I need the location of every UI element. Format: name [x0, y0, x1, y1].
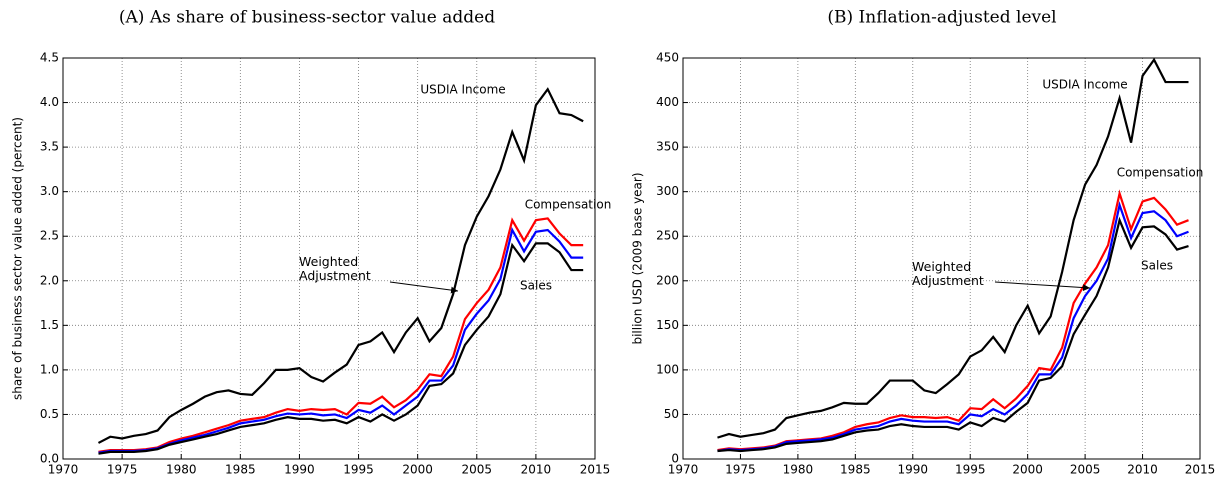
x-tick-label: 2015 — [580, 463, 611, 477]
y-tick-label: 4.5 — [40, 51, 59, 65]
series-label: Weighted Adjustment — [912, 259, 984, 288]
line-series — [717, 216, 1189, 453]
chart-title: (B) Inflation-adjusted level — [827, 8, 1056, 28]
plot-frame — [682, 57, 1201, 460]
y-axis-label: billion USD (2009 base year) — [631, 172, 645, 344]
plot-frame — [62, 57, 596, 460]
y-tick-label: 50 — [664, 407, 679, 421]
x-tick-label: 1970 — [48, 463, 79, 477]
series-label: Compensation — [1117, 166, 1204, 180]
y-tick-label: 1.0 — [40, 362, 59, 376]
y-tick-label: 150 — [656, 318, 679, 332]
chart-title: (A) As share of business-sector value ad… — [119, 8, 495, 28]
x-tick-label: 1990 — [898, 463, 929, 477]
x-tick-label: 1980 — [783, 463, 814, 477]
x-tick-label: 1990 — [284, 463, 315, 477]
y-tick-label: 0.0 — [40, 452, 59, 466]
x-tick-label: 2000 — [402, 463, 433, 477]
y-tick-label: 0 — [671, 452, 679, 466]
y-tick-label: 1.5 — [40, 318, 59, 332]
x-tick-label: 2005 — [1070, 463, 1101, 477]
y-tick-label: 350 — [656, 140, 679, 154]
y-tick-label: 3.5 — [40, 140, 59, 154]
annotation-arrow — [389, 281, 459, 294]
x-tick-label: 2010 — [1127, 463, 1158, 477]
y-tick-label: 100 — [656, 362, 679, 376]
y-tick-label: 400 — [656, 95, 679, 109]
line-series — [98, 217, 584, 453]
series-label: Sales — [1141, 259, 1173, 273]
annotation-arrow — [994, 281, 1091, 292]
x-tick-label: 2005 — [462, 463, 493, 477]
y-tick-label: 450 — [656, 51, 679, 65]
x-tick-label: 1975 — [725, 463, 756, 477]
x-tick-label: 2015 — [1185, 463, 1216, 477]
y-tick-label: 0.5 — [40, 407, 59, 421]
series-label: Compensation — [525, 198, 612, 212]
line-series — [98, 242, 584, 455]
series-label: Weighted Adjustment — [299, 254, 371, 283]
x-tick-label: 1985 — [840, 463, 871, 477]
y-tick-label: 2.0 — [40, 273, 59, 287]
series-label: USDIA Income — [420, 83, 505, 97]
x-tick-label: 2000 — [1012, 463, 1043, 477]
x-tick-label: 2010 — [521, 463, 552, 477]
x-tick-label: 1975 — [107, 463, 138, 477]
x-tick-label: 1995 — [343, 463, 374, 477]
y-tick-label: 3.0 — [40, 184, 59, 198]
line-series — [717, 200, 1189, 453]
line-series — [717, 57, 1189, 439]
y-axis-label: share of business sector value added (pe… — [11, 117, 25, 400]
y-tick-label: 2.5 — [40, 229, 59, 243]
y-tick-label: 200 — [656, 273, 679, 287]
series-label: USDIA Income — [1042, 78, 1127, 92]
line-series — [717, 189, 1189, 452]
x-tick-label: 1970 — [668, 463, 699, 477]
y-tick-label: 4.0 — [40, 95, 59, 109]
x-tick-label: 1995 — [955, 463, 986, 477]
series-label: Sales — [520, 279, 552, 293]
x-tick-label: 1985 — [225, 463, 256, 477]
y-tick-label: 300 — [656, 184, 679, 198]
x-tick-label: 1980 — [166, 463, 197, 477]
line-series — [97, 87, 584, 444]
line-series — [98, 226, 584, 454]
y-tick-label: 250 — [656, 229, 679, 243]
